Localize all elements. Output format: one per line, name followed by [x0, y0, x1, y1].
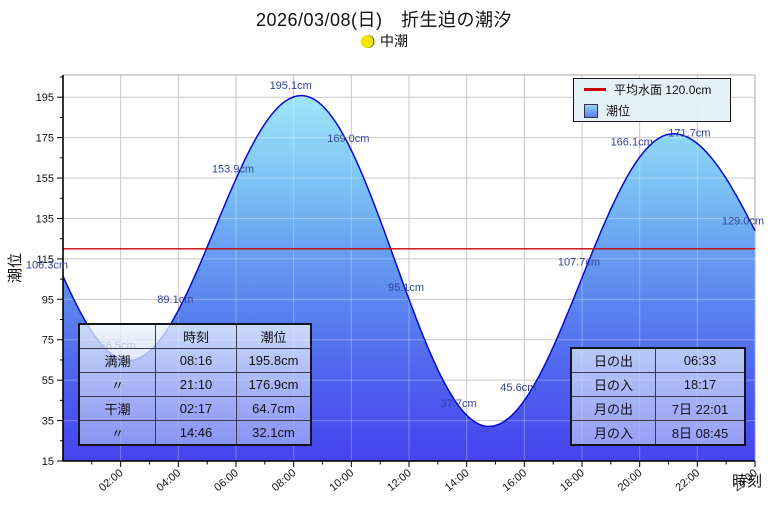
tide-table-cell: 195.8cm: [236, 348, 312, 373]
tide-table-cell: 潮位: [236, 323, 312, 349]
tide-table-cell: 干潮: [78, 396, 156, 421]
sun-moon-table-cell: 月の出: [570, 396, 656, 421]
tide-table-row: 満潮 08:16 195.8cm: [78, 348, 312, 373]
y-tick-labels: 15 35 55 75 95 115 135 155 175 195: [36, 92, 54, 468]
tide-level-swatch: [584, 103, 598, 118]
moon-phase-label: 中潮: [380, 33, 408, 49]
point-label: 45.6cm: [500, 382, 536, 394]
tide-curve: [62, 94, 756, 428]
svg-text:75: 75: [42, 335, 54, 347]
moon-phase-icon: [360, 34, 375, 48]
svg-text:10:00: 10:00: [327, 467, 356, 494]
sun-moon-table-row: 日の入 18:17: [570, 372, 746, 397]
tide-table-cell: 14:46: [155, 420, 237, 446]
point-label: 153.9cm: [212, 163, 254, 175]
legend: 平均水面 120.0cm 潮位: [573, 78, 731, 122]
point-label: 107.7cm: [558, 257, 600, 269]
point-label: 106.3cm: [26, 259, 68, 271]
svg-text:135: 135: [36, 213, 54, 225]
tide-table-row: 〃 14:46 32.1cm: [78, 420, 312, 446]
sun-moon-table: 日の出 06:33 日の入 18:17 月の出 7日 22:01 月の入 8日 08:45: [570, 347, 746, 446]
sun-moon-table-cell: 18:17: [655, 372, 746, 397]
svg-text:22:00: 22:00: [673, 467, 702, 494]
sun-moon-table-cell: 8日 08:45: [655, 420, 746, 446]
svg-text:20:00: 20:00: [616, 467, 645, 494]
sun-moon-table-row: 月の出 7日 22:01: [570, 396, 746, 421]
point-label: 37.7cm: [441, 398, 477, 410]
svg-text:06:00: 06:00: [212, 467, 241, 494]
svg-text:175: 175: [36, 133, 54, 145]
x-tick-labels: 02:00 04:00 06:00 08:00 10:00 12:00 14:00 16:00…: [97, 467, 760, 494]
svg-text:55: 55: [42, 375, 54, 387]
point-labels: 106.3cm66.5cm89.1cm153.9cm195.1cm169.0cm…: [26, 80, 764, 410]
svg-text:95: 95: [42, 294, 54, 306]
tide-table-cell: 176.9cm: [236, 372, 312, 397]
tide-table-cell: 32.1cm: [236, 420, 312, 446]
mean-line-swatch: [584, 88, 606, 91]
mean-line-label: 平均水面 120.0cm: [614, 83, 712, 97]
tide-table-row: 〃 21:10 176.9cm: [78, 372, 312, 397]
sun-moon-table-cell: 06:33: [655, 347, 746, 373]
tide-table-cell: 時刻: [155, 323, 237, 349]
sun-moon-table-cell: 日の入: [570, 372, 656, 397]
tide-table-cell: 満潮: [78, 348, 156, 373]
tide-level-label: 潮位: [606, 104, 631, 118]
point-label: 166.1cm: [611, 137, 653, 149]
svg-text:115: 115: [36, 254, 54, 266]
svg-text:08:00: 08:00: [270, 467, 299, 494]
legend-tide-row: 潮位: [584, 102, 730, 119]
point-label: 89.1cm: [157, 294, 193, 306]
sun-moon-table-cell: 月の入: [570, 420, 656, 446]
sun-moon-table-cell: 日の出: [570, 347, 656, 373]
svg-text:16:00: 16:00: [500, 467, 529, 494]
page-title: 2026/03/08(日) 折生迫の潮汐: [255, 10, 513, 30]
sun-moon-table-row: 日の出 06:33: [570, 347, 746, 373]
svg-text:195: 195: [36, 92, 54, 104]
tide-table-cell: 21:10: [155, 372, 237, 397]
point-label: 129.0cm: [722, 216, 764, 228]
tide-table-cell: 02:17: [155, 396, 237, 421]
tide-table-header-row: 時刻 潮位: [78, 323, 312, 349]
tide-table-cell: [78, 323, 156, 349]
svg-text:18:00: 18:00: [558, 467, 587, 494]
svg-text:15: 15: [42, 456, 54, 468]
axis-ticks: [57, 76, 756, 467]
tide-table-cell: 〃: [78, 372, 156, 397]
tide-table-cell: 64.7cm: [236, 396, 312, 421]
svg-text:12:00: 12:00: [385, 467, 414, 494]
tide-table-row: 干潮 02:17 64.7cm: [78, 396, 312, 421]
point-label: 195.1cm: [270, 80, 312, 92]
tide-table-cell: 〃: [78, 420, 156, 446]
y-axis-label: 潮位: [6, 253, 24, 284]
svg-text:14:00: 14:00: [443, 467, 472, 494]
tide-table-cell: 08:16: [155, 348, 237, 373]
point-label: 171.7cm: [668, 127, 710, 139]
x-axis-label: 時刻: [731, 473, 762, 490]
svg-text:04:00: 04:00: [154, 467, 183, 494]
tide-events-table: 時刻 潮位 満潮 08:16 195.8cm 〃 21:10 176.9cm 干潮 02:17 64…: [78, 323, 312, 446]
svg-text:35: 35: [42, 416, 54, 428]
point-label: 95.1cm: [388, 282, 424, 294]
point-label: 169.0cm: [327, 133, 369, 145]
svg-text:155: 155: [36, 173, 54, 185]
moon-phase-row: 中潮: [0, 31, 768, 51]
sun-moon-table-row: 月の入 8日 08:45: [570, 420, 746, 446]
svg-text:02:00: 02:00: [97, 467, 126, 494]
legend-mean-row: 平均水面 120.0cm: [584, 81, 730, 98]
sun-moon-table-cell: 7日 22:01: [655, 396, 746, 421]
